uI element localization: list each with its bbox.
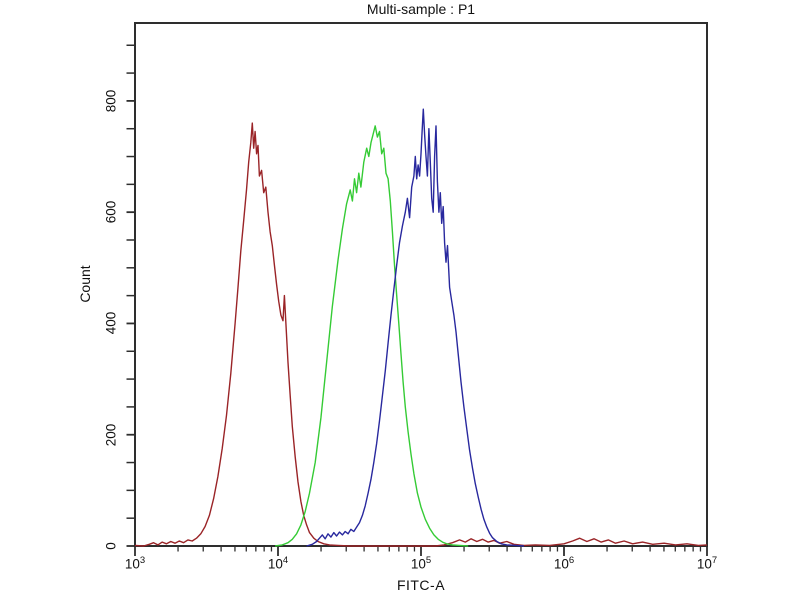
y-axis-label: Count xyxy=(77,265,93,303)
x-tick-label: 104 xyxy=(267,555,289,572)
chart-title: Multi-sample : P1 xyxy=(366,1,476,17)
x-axis-label: FITC-A xyxy=(396,577,446,593)
series-green-curve xyxy=(274,125,469,547)
x-tick-label: 107 xyxy=(696,555,718,572)
series-blue-curve xyxy=(306,108,525,547)
x-tick-label: 105 xyxy=(410,555,432,572)
series-red-curve xyxy=(134,122,708,547)
y-tick-label: 400 xyxy=(103,312,119,335)
y-tick-label: 600 xyxy=(103,200,119,224)
y-tick-label: 0 xyxy=(103,542,119,550)
y-tick-label: 200 xyxy=(103,423,119,446)
plot-frame xyxy=(134,22,708,547)
y-tick-label: 800 xyxy=(103,89,119,113)
x-tick-label: 106 xyxy=(553,555,575,572)
x-tick-label: 103 xyxy=(124,555,146,572)
